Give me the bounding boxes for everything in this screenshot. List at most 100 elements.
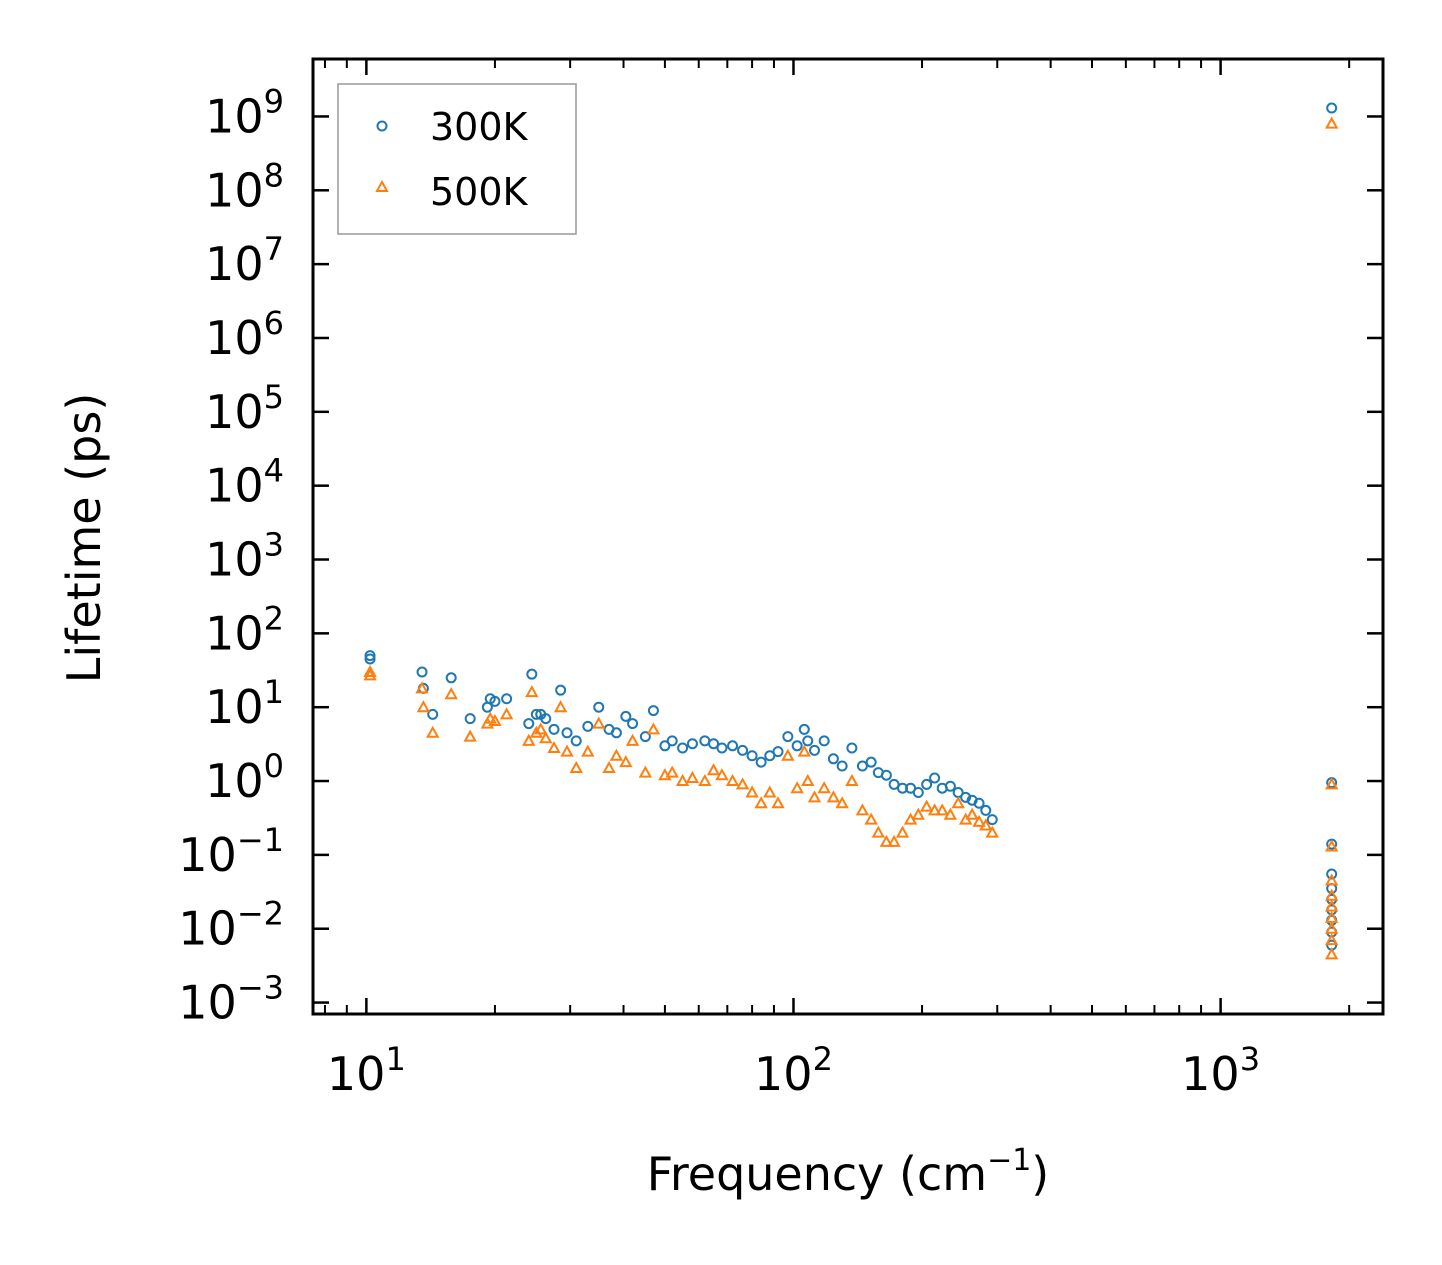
data-point-300k: [526, 668, 538, 680]
data-point-300k: [802, 735, 814, 747]
data-point-300k: [973, 797, 985, 809]
data-point-500k: [895, 825, 910, 838]
data-point-500k: [547, 740, 561, 754]
x-axis-label-tail: ): [1031, 1147, 1049, 1201]
data-point-500k: [638, 765, 653, 778]
data-point-500k: [609, 748, 624, 761]
y-tick-label-base: 10: [178, 828, 237, 882]
data-point-300k: [570, 735, 582, 747]
data-point-300k: [647, 705, 659, 717]
data-point-500k: [539, 731, 553, 744]
data-point-300k: [809, 744, 821, 756]
y-tick-label: 109: [205, 82, 284, 143]
data-point-300k: [818, 735, 830, 747]
data-point-300k: [798, 723, 810, 735]
data-point-500k: [855, 803, 870, 816]
data-point-500k: [771, 796, 785, 809]
legend-label-300k: 300K: [430, 105, 529, 149]
data-point-500k: [817, 781, 831, 794]
x-tick-label: 102: [754, 1040, 833, 1101]
y-tick-label: 108: [205, 156, 284, 217]
data-point-500k: [1324, 921, 1339, 934]
x-tick-label-exp: 3: [1240, 1040, 1260, 1078]
data-point-300k: [501, 693, 513, 705]
data-point-300k: [445, 672, 457, 684]
data-point-300k: [686, 738, 698, 750]
x-tick-label-base: 10: [327, 1047, 386, 1101]
data-point-500k: [845, 773, 859, 787]
y-tick-label-base: 10: [178, 976, 237, 1030]
data-point-300k: [610, 727, 622, 739]
legend-label-500k: 500K: [430, 170, 529, 214]
data-point-500k: [415, 681, 429, 694]
data-point-500k: [1324, 777, 1339, 790]
data-point-500k: [444, 687, 458, 700]
data-point-500k: [801, 773, 815, 787]
data-point-500k: [911, 807, 926, 820]
data-point-300k: [659, 740, 671, 752]
data-point-300k: [364, 653, 376, 665]
y-tick-label-exp: −3: [237, 969, 284, 1007]
y-tick-label-exp: 3: [264, 526, 284, 564]
data-point-500k: [1324, 899, 1339, 912]
data-point-300k: [699, 735, 711, 747]
data-point-500k: [725, 773, 740, 787]
data-point-500k: [463, 729, 477, 742]
data-point-300k: [746, 750, 758, 762]
y-tick-label-base: 10: [205, 385, 264, 439]
data-point-500k: [864, 812, 878, 825]
data-point-300k: [912, 786, 924, 798]
data-point-300k: [464, 713, 476, 725]
data-point-300k: [666, 735, 678, 747]
data-point-300k: [944, 780, 956, 792]
y-tick-label-base: 10: [178, 902, 237, 956]
data-point-500k: [619, 755, 633, 768]
y-tick-label-base: 10: [205, 89, 264, 143]
y-tick-label-exp: −2: [237, 895, 284, 933]
y-tick-label-base: 10: [205, 237, 264, 291]
data-point-300k: [921, 778, 933, 790]
data-point-500k: [534, 722, 548, 735]
data-point-300k: [846, 742, 858, 754]
data-point-500k: [985, 825, 999, 838]
data-point-300k: [960, 791, 972, 803]
data-point-500k: [625, 733, 640, 746]
x-axis-label-sup: −1: [987, 1143, 1031, 1178]
y-tick-label: 10−1: [178, 821, 284, 882]
x-axis-label: Frequency (cm−1): [647, 1143, 1050, 1201]
data-point-300k: [530, 708, 542, 720]
data-point-300k: [582, 720, 594, 732]
data-point-300k: [523, 718, 535, 730]
data-point-500k: [871, 825, 886, 838]
data-point-300k: [427, 708, 439, 720]
data-point-300k: [540, 713, 552, 725]
y-tick-label: 102: [205, 599, 284, 660]
series-500k: [363, 116, 1339, 960]
y-tick-label-exp: 8: [264, 156, 284, 194]
data-point-500k: [1324, 839, 1339, 852]
data-point-300k: [880, 769, 892, 781]
data-point-300k: [677, 742, 689, 754]
data-point-300k: [782, 731, 794, 743]
data-point-300k: [489, 695, 501, 707]
data-point-300k: [865, 756, 877, 768]
data-point-300k: [856, 760, 868, 772]
data-point-300k: [980, 804, 992, 816]
data-point-300k: [1326, 102, 1338, 114]
data-point-500k: [835, 796, 849, 809]
plot-frame: [311, 57, 1385, 1016]
y-tick-label-exp: 5: [264, 378, 284, 416]
data-point-500k: [887, 834, 901, 847]
data-point-500k: [525, 685, 539, 698]
data-point-300k: [929, 772, 941, 784]
y-tick-label: 10−3: [178, 969, 284, 1030]
data-point-500k: [951, 796, 965, 809]
data-point-500k: [665, 765, 679, 778]
y-tick-label: 104: [205, 452, 284, 513]
data-point-500k: [675, 773, 690, 787]
y-tick-label-exp: 1: [264, 673, 284, 711]
data-point-500k: [602, 760, 616, 774]
data-point-300k: [986, 814, 998, 826]
series-layer: [363, 102, 1339, 960]
y-tick-label: 105: [205, 378, 284, 439]
